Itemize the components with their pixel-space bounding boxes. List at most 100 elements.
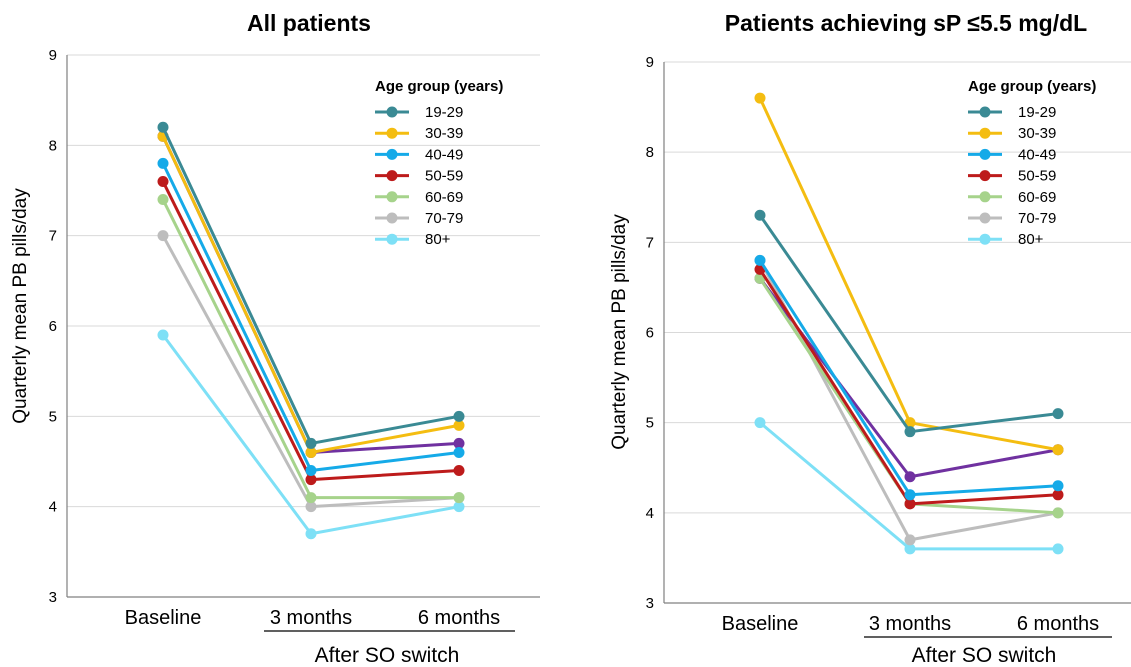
data-point-30-39	[1052, 444, 1064, 456]
data-point-50-59	[305, 474, 317, 486]
data-point-70-79	[904, 534, 916, 546]
y-tick-label: 5	[49, 408, 57, 425]
y-tick-label: 8	[49, 137, 57, 154]
data-point-40-49	[1052, 480, 1064, 492]
x-tick-label: Baseline	[722, 613, 799, 635]
legend-entry-label: 80+	[425, 231, 451, 248]
x-tick-label: 6 months	[418, 607, 500, 629]
series-line-unlabeled	[758, 277, 1059, 479]
legend-swatch-marker	[979, 191, 991, 203]
y-tick-label: 8	[646, 144, 654, 161]
y-tick-label: 6	[646, 325, 654, 342]
data-point-19-29	[305, 437, 317, 449]
data-point-30-39	[754, 92, 766, 104]
x-tick-label: 6 months	[1017, 613, 1099, 635]
legend-swatch-marker	[979, 127, 991, 139]
legend-swatch-marker	[979, 233, 991, 245]
legend-swatch-marker	[979, 148, 991, 160]
legend-entry-label: 50-59	[425, 168, 463, 185]
chart-patients-achieving-target: Patients achieving sP ≤5.5 mg/dL Quarter…	[609, 10, 1131, 667]
chart-all-patients: All patients Quarterly mean PB pills/day…	[10, 10, 540, 667]
legend-entry-label: 19-29	[425, 104, 463, 121]
legend-entry-label: 40-49	[1018, 146, 1056, 163]
y-tick-label: 9	[49, 47, 57, 64]
legend-entry-label: 80+	[1018, 231, 1044, 248]
data-point-19-29	[157, 121, 169, 133]
y-tick-label: 4	[49, 499, 57, 516]
y-axis-label: Quarterly mean PB pills/day	[609, 214, 630, 450]
data-point-unlabeled	[453, 437, 465, 449]
chart-title: Patients achieving sP ≤5.5 mg/dL	[725, 10, 1087, 36]
series-line-19-29	[758, 214, 1059, 434]
x-tick-label: 3 months	[270, 607, 352, 629]
chart-title: All patients	[247, 10, 371, 36]
series-line-30-39	[161, 135, 460, 454]
legend-swatch-marker	[979, 106, 991, 118]
y-tick-label: 6	[49, 318, 57, 335]
y-axis-label: Quarterly mean PB pills/day	[10, 188, 31, 424]
legend-swatch-marker	[386, 191, 398, 203]
data-point-19-29	[1052, 408, 1064, 420]
data-point-80-	[754, 417, 766, 429]
legend-swatch-marker	[979, 170, 991, 182]
x-group-label: After SO switch	[912, 644, 1057, 667]
data-point-40-49	[453, 446, 465, 458]
legend-entry-label: 60-69	[1018, 189, 1056, 206]
legend-entry-label: 70-79	[1018, 210, 1056, 227]
y-tick-label: 5	[646, 415, 654, 432]
data-point-60-69	[1052, 507, 1064, 519]
data-point-80-	[157, 329, 169, 341]
data-point-30-39	[305, 446, 317, 458]
series-line-50-59	[758, 268, 1059, 506]
data-point-50-59	[157, 175, 169, 187]
data-point-40-49	[904, 489, 916, 501]
legend-title: Age group (years)	[968, 78, 1096, 95]
data-point-80-	[305, 528, 317, 540]
data-point-80-	[453, 501, 465, 513]
series-line-unlabeled	[161, 135, 460, 454]
data-point-50-59	[904, 498, 916, 510]
data-point-40-49	[754, 254, 766, 266]
y-tick-label: 7	[646, 234, 654, 251]
y-tick-label: 4	[646, 505, 654, 522]
legend-title: Age group (years)	[375, 78, 503, 95]
legend-swatch-marker	[386, 106, 398, 118]
data-point-unlabeled	[904, 471, 916, 483]
x-tick-label: 3 months	[869, 613, 951, 635]
data-point-40-49	[157, 157, 169, 169]
legend-entry-label: 50-59	[1018, 168, 1056, 185]
legend-entry-label: 30-39	[425, 125, 463, 142]
data-point-40-49	[305, 465, 317, 477]
legend-swatch-marker	[386, 170, 398, 182]
y-tick-label: 7	[49, 228, 57, 245]
legend-entry-label: 30-39	[1018, 125, 1056, 142]
legend-swatch-marker	[386, 127, 398, 139]
data-point-30-39	[453, 419, 465, 431]
x-tick-label: Baseline	[125, 607, 202, 629]
data-point-50-59	[453, 465, 465, 477]
data-point-19-29	[904, 426, 916, 438]
data-point-19-29	[453, 410, 465, 422]
data-point-70-79	[305, 501, 317, 513]
data-point-60-69	[157, 194, 169, 206]
data-point-70-79	[157, 230, 169, 242]
legend-swatch-marker	[386, 212, 398, 224]
data-point-50-59	[1052, 489, 1064, 501]
x-group-label: After SO switch	[315, 644, 460, 667]
legend-swatch-marker	[979, 212, 991, 224]
y-tick-label: 3	[646, 595, 654, 612]
y-tick-label: 9	[646, 54, 654, 71]
legend-swatch-marker	[386, 233, 398, 245]
legend-entry-label: 60-69	[425, 189, 463, 206]
series-line-30-39	[758, 97, 1059, 452]
data-point-60-69	[305, 492, 317, 504]
data-point-80-	[904, 543, 916, 555]
legend-entry-label: 19-29	[1018, 104, 1056, 121]
data-point-19-29	[754, 209, 766, 221]
data-point-80-	[1052, 543, 1064, 555]
legend-entry-label: 70-79	[425, 210, 463, 227]
legend-entry-label: 40-49	[425, 146, 463, 163]
y-tick-label: 3	[49, 589, 57, 606]
